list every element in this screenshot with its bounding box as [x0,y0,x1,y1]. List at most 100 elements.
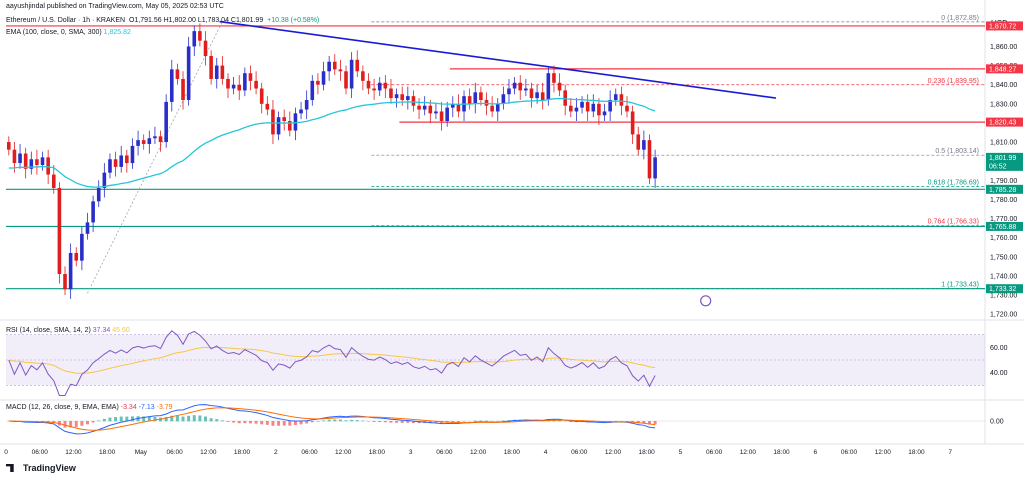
candle-body [642,140,646,150]
candle-body [361,71,365,81]
macd-histogram-bar [232,421,236,423]
candle-body [63,274,67,290]
candle-body [169,69,174,102]
candle-body [507,88,511,95]
candle-body [288,121,292,131]
candle-body [198,31,202,41]
candle-body [310,80,315,100]
price-tag [986,284,1023,294]
candle-body [422,105,427,110]
fib-level-label: 0 (1,872.85) [941,15,979,22]
candle-body [630,111,635,135]
candle-body [23,153,28,169]
candle-body [552,73,556,83]
macd-histogram-bar [366,421,370,422]
macd-histogram-bar [333,419,337,422]
macd-histogram-bar [277,421,281,426]
candle-body [653,157,657,179]
macd-histogram-bar [473,420,477,422]
time-tick-label: 12:00 [335,449,352,456]
macd-histogram-bar [322,420,326,422]
price-tag-label: 1,765.88 [989,224,1016,231]
rsi-header: RSI (14, close, SMA, 14, 2) 37.34 45.60 [6,327,130,334]
candle-body [35,159,39,165]
candle-body [338,69,343,72]
rsi-tick-label: 60.00 [990,345,1008,352]
candle-body [12,149,17,164]
time-tick-label: 12:00 [740,449,757,456]
candle-body [557,82,562,91]
rsi-ma-line [8,346,656,374]
candle-body [479,92,483,100]
price-tick-label: 1,740.00 [990,273,1017,280]
macd-histogram-bar [102,418,106,422]
time-tick-label: 7 [948,449,952,456]
candle-body [574,107,579,112]
candle-body [467,96,472,104]
price-tag-label: 1,785.28 [989,187,1016,194]
logo-text: TradingView [23,463,76,473]
macd-histogram-bar [316,421,320,422]
candle-body [18,153,22,164]
macd-histogram-bar [204,416,208,422]
macd-histogram-bar [170,415,174,422]
macd-histogram-bar [344,420,348,422]
candle-body [512,82,517,89]
time-tick-label: 06:00 [301,449,318,456]
time-tick-label: 18:00 [504,449,521,456]
price-change: +10.38 (+0.58%) [267,17,320,24]
candle-body [57,187,62,275]
macd-histogram-bar [451,421,455,423]
rsi-ma-value: 45.60 [112,327,130,334]
ohlc-values: O1,791.56 H1,802.00 L1,783.04 C1,801.99 [128,17,264,24]
time-tick-label: 06:00 [706,449,723,456]
macd-histogram-bar [569,421,573,422]
macd-histogram-bar [265,421,269,425]
macd-histogram-bar [142,416,146,422]
price-tick-label: 1,840.00 [990,82,1017,89]
macd-histogram-bar [293,421,297,426]
candle-body [91,201,95,223]
macd-histogram-bar [130,416,134,422]
candle-body [591,103,596,112]
time-tick-label: 2 [274,449,278,456]
macd-histogram-bar [406,421,410,423]
candle-body [450,103,455,108]
candle-body [231,84,236,89]
candle-body [181,78,185,100]
price-tick-label: 1,750.00 [990,254,1017,261]
candle-body [389,88,393,99]
rsi-label: RSI (14, close, SMA, 14, 2) [6,327,91,334]
candle-body [445,107,449,122]
fib-level-label: 1 (1,733.43) [941,281,979,288]
candle-body [366,80,371,89]
symbol-name: Ethereum / U.S. Dollar · 1h · KRAKEN [6,17,126,24]
price-tick-label: 1,760.00 [990,235,1017,242]
candle-body [46,157,50,175]
candle-body [248,73,253,81]
time-tick-label: May [135,449,148,456]
candle-body [495,103,500,112]
price-tag-label: 1,848.27 [989,66,1016,73]
candle-body [80,233,84,261]
candle-body [647,140,652,179]
macd-hist-value: -3.34 [120,404,137,411]
macd-histogram-bar [52,421,56,423]
candle-body [220,65,225,79]
candle-body [636,134,641,150]
candle-body [282,117,286,122]
time-tick-label: 5 [679,449,683,456]
time-tick-label: 06:00 [571,449,588,456]
candle-body [529,88,534,99]
macd-histogram-bar [254,421,258,424]
candle-body [186,46,191,100]
candle-body [29,159,34,169]
candle-body [147,138,152,144]
macd-histogram-bar [355,420,359,422]
time-tick-label: 12:00 [200,449,217,456]
event-marker-icon[interactable] [700,295,712,307]
candle-body [400,94,405,100]
candle-body [40,157,45,165]
candle-body [108,159,112,173]
